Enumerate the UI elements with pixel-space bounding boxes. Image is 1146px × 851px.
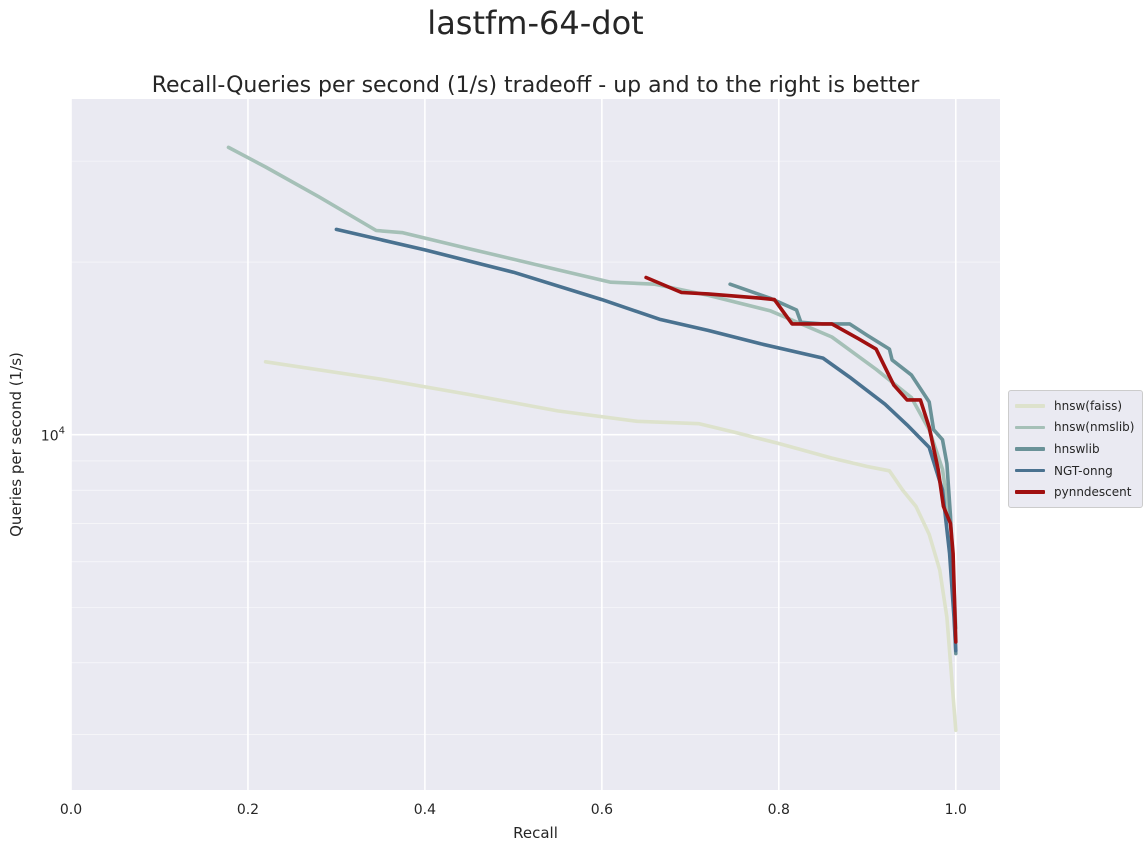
legend-label: hnswlib [1054, 441, 1100, 456]
legend-label: hnsw(nmslib) [1054, 420, 1135, 435]
legend-label: pynndescent [1054, 485, 1132, 500]
y-tick-label: 104 [41, 426, 65, 445]
legend-item: hnsw(nmslib) [1009, 417, 1142, 439]
x-axis-label: Recall [513, 824, 558, 842]
legend-swatch [1015, 447, 1045, 451]
y-axis-label: Queries per second (1/s) [7, 352, 25, 537]
legend-item: hnsw(faiss) [1009, 395, 1142, 417]
series-line-hnswlib [728, 282, 958, 656]
legend-item: hnswlib [1009, 438, 1142, 460]
grid-layer [70, 99, 1000, 790]
legend-item: pynndescent [1009, 481, 1142, 503]
chart-legend: hnsw(faiss) hnsw(nmslib) hnswlib NGT-onng py… [1008, 390, 1143, 508]
series-layer [226, 145, 958, 733]
legend-swatch [1015, 404, 1045, 408]
legend-label: hnsw(faiss) [1054, 398, 1123, 413]
legend-item: NGT-onng [1009, 460, 1142, 482]
x-tick-label: 0.8 [768, 802, 790, 818]
tick-labels: 0.0 0.2 0.4 0.6 0.8 1.0 104 [41, 426, 967, 818]
series-line-ngt-onng [334, 227, 958, 653]
legend-swatch [1015, 468, 1045, 473]
plot-area [71, 99, 1000, 790]
x-tick-label: 0.6 [591, 802, 613, 818]
x-tick-label: 0.0 [60, 802, 82, 818]
chart-title: Recall-Queries per second (1/s) tradeoff… [152, 73, 921, 98]
series-line-hnsw-faiss- [263, 359, 958, 733]
series-line-pynndescent [644, 275, 958, 644]
figure-suptitle: lastfm-64-dot [427, 4, 644, 42]
x-tick-label: 0.2 [237, 802, 259, 818]
legend-label: NGT-onng [1054, 463, 1113, 478]
x-tick-label: 0.4 [414, 802, 436, 818]
x-tick-label: 1.0 [945, 802, 967, 818]
legend-swatch [1015, 425, 1045, 430]
legend-swatch [1015, 490, 1045, 494]
